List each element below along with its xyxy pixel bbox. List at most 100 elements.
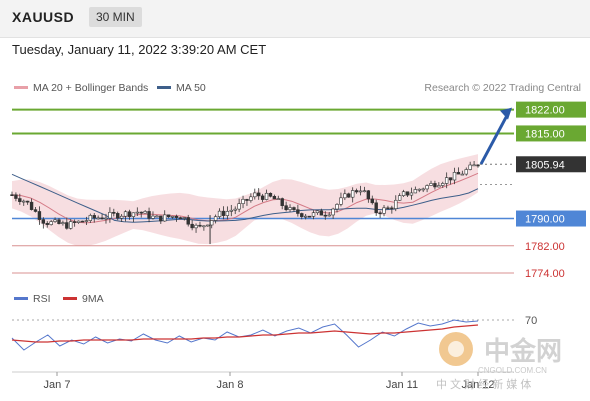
forecast-arrow-layer <box>479 107 512 165</box>
candle-body <box>331 208 335 216</box>
candle-body <box>327 214 331 217</box>
candle-body <box>315 210 320 214</box>
candle-body <box>155 215 159 218</box>
candle-body <box>213 216 218 221</box>
candle-body <box>210 220 214 226</box>
candle-body <box>394 199 398 209</box>
candle-body <box>92 215 96 219</box>
candle-body <box>382 207 386 214</box>
candle-body <box>292 207 296 210</box>
candle-body <box>433 183 437 188</box>
candle-body <box>182 217 187 219</box>
candle-body <box>354 190 359 193</box>
candle-body <box>350 190 355 198</box>
candle-body <box>335 204 339 210</box>
price-labels-layer: 1822.00 1815.00 1805.94 1790.00 1782.00 1774.… <box>516 101 586 280</box>
price-tag-bg <box>516 210 586 227</box>
toolbar: XAUUSD 30 MIN <box>0 0 590 38</box>
candle-body <box>96 217 100 220</box>
candle-body <box>166 214 171 218</box>
legend-label: MA 20 + Bollinger Bands <box>33 82 148 94</box>
symbol-label: XAUUSD <box>12 9 75 25</box>
candle-body <box>163 214 167 222</box>
forecast-arrow-shaft <box>479 112 510 165</box>
legend-swatch <box>63 297 77 300</box>
rsi-ma-line <box>11 324 479 343</box>
support-label: 1774.00 <box>525 268 565 280</box>
candle-body <box>53 219 57 222</box>
candle-body <box>41 219 46 224</box>
candle-body <box>245 198 249 201</box>
candle-body <box>417 188 421 191</box>
candle-body <box>25 200 30 203</box>
candle-body <box>413 189 418 194</box>
candle-body <box>119 215 124 219</box>
candle-body <box>194 224 198 229</box>
level-lines-layer <box>12 108 514 274</box>
support-label: 1782.00 <box>525 241 565 253</box>
timestamp: Tuesday, January 11, 2022 3:39:20 AM CET <box>12 42 267 57</box>
candle-body <box>257 192 261 197</box>
ma20-line <box>11 172 479 224</box>
bollinger-band-layer <box>12 154 478 247</box>
candle-body <box>237 203 241 210</box>
candle-body <box>303 215 308 218</box>
candle-body <box>280 198 284 206</box>
candle-body <box>374 202 378 214</box>
candle-body <box>253 192 257 198</box>
rsi-panel: RSI 9MA 70 <box>11 293 537 373</box>
legend-label: 9MA <box>82 293 104 305</box>
candle-body <box>339 197 343 205</box>
price-tag-bg <box>516 156 586 173</box>
candle-body <box>300 213 304 217</box>
candle-body <box>390 207 394 210</box>
candle-body <box>343 193 347 199</box>
candle-body <box>366 190 371 200</box>
candle-body <box>147 211 151 219</box>
resistance-label: 1815.00 <box>525 128 565 140</box>
candle-body <box>319 210 324 216</box>
candle-body <box>45 223 49 225</box>
bollinger-band <box>12 154 478 247</box>
price-tag-bg <box>516 125 586 142</box>
candle-body <box>116 213 120 219</box>
candle-body <box>108 211 112 219</box>
moving-average-layer <box>11 172 479 224</box>
candle-body <box>464 169 468 175</box>
candle-body <box>57 219 61 224</box>
forecast-arrow-head <box>500 107 512 120</box>
candle-body <box>65 222 69 229</box>
candle-body <box>448 177 453 181</box>
candle-body <box>311 212 316 217</box>
candle-body <box>123 211 128 217</box>
legend-layer: MA 20 + Bollinger Bands MA 50 Research © 2… <box>14 82 581 94</box>
candle-body <box>72 221 77 223</box>
candle-body <box>378 212 382 215</box>
x-axis: Jan 7 Jan 8 Jan 11 Jan 12 <box>44 372 495 391</box>
candle-body <box>37 211 42 220</box>
x-tick-label: Jan 12 <box>461 379 494 391</box>
candle-body <box>429 183 433 186</box>
candle-body <box>206 224 210 227</box>
candle-body <box>84 220 89 222</box>
candle-body <box>100 217 104 220</box>
candle-body <box>249 196 253 201</box>
candle-body <box>468 164 472 170</box>
candle-body <box>198 224 202 227</box>
ma50-line <box>11 173 479 223</box>
candle-body <box>22 200 26 203</box>
candle-body <box>401 191 406 196</box>
candle-body <box>476 164 480 167</box>
rsi-level-label: 70 <box>525 315 537 327</box>
candle-body <box>460 173 465 176</box>
candle-body <box>323 214 327 217</box>
interval-selector[interactable]: 30 MIN <box>89 7 142 27</box>
candle-body <box>386 207 390 210</box>
candle-body <box>18 198 22 202</box>
candle-body <box>221 210 226 216</box>
candle-body <box>260 195 265 200</box>
candle-body <box>69 221 73 229</box>
watermark-domain: CNGOLD.COM.CN <box>478 366 547 375</box>
candle-body <box>135 211 140 214</box>
